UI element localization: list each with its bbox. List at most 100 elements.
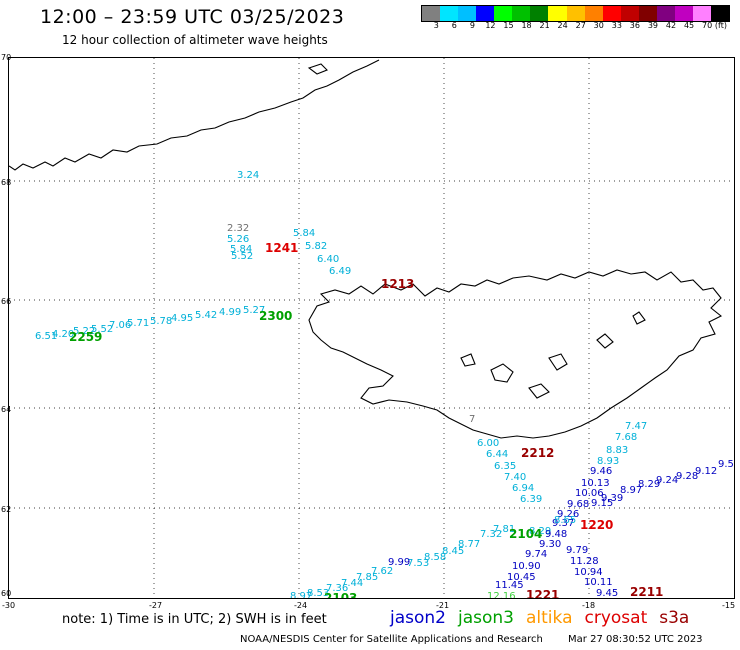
legend-label: (ft)	[714, 21, 727, 30]
swh-reading: 7.40	[504, 472, 526, 483]
swh-reading: 10.11	[584, 577, 613, 588]
swh-reading: 8.83	[606, 445, 628, 456]
iceland-lake	[596, 333, 614, 349]
time-marker: 2259	[69, 330, 102, 344]
footer-timestamp: Mar 27 08:30:52 UTC 2023	[568, 634, 703, 645]
legend-label: 36	[629, 21, 640, 30]
map-canvas: 3.242.325.265.845.525.845.826.406.496.51…	[9, 58, 734, 598]
swh-reading: 9.26	[557, 509, 579, 520]
swh-reading: 10.90	[512, 561, 541, 572]
swh-reading: 7	[469, 414, 475, 425]
swh-reading: 7.81	[493, 524, 515, 535]
swh-reading: 9.28	[676, 471, 698, 482]
swh-reading: 11.28	[570, 556, 599, 567]
legend-label: 12	[485, 21, 496, 30]
swh-reading: 5.84	[293, 228, 315, 239]
swh-reading: 8.29	[638, 479, 660, 490]
legend-label: 15	[503, 21, 514, 30]
time-marker: 2104	[509, 527, 542, 541]
swh-reading: 9.68	[567, 499, 589, 510]
swh-reading: 6.94	[512, 483, 534, 494]
page-subtitle: 12 hour collection of altimeter wave hei…	[62, 33, 328, 47]
iceland-lake	[460, 353, 476, 367]
legend-label: 27	[575, 21, 586, 30]
swh-reading: 2.32	[227, 223, 249, 234]
time-marker: 2212	[521, 446, 554, 460]
satellite-cryosat: cryosat	[584, 608, 648, 628]
swh-reading: 8.93	[597, 456, 619, 467]
swh-reading: 9.48	[545, 529, 567, 540]
legend-label: 18	[521, 21, 532, 30]
swh-reading: 9.46	[590, 466, 612, 477]
legend-swatch	[692, 6, 711, 21]
legend-swatch	[711, 6, 730, 21]
legend-label: 45	[683, 21, 695, 30]
swh-reading: 5.26	[227, 234, 249, 245]
legend-swatch	[548, 6, 567, 21]
latitude-label: 60	[1, 589, 12, 598]
swh-reading: 8.97	[620, 485, 642, 496]
greenland-coastline	[9, 59, 380, 171]
longitude-label: -24	[294, 601, 308, 610]
swh-reading: 9.15	[591, 498, 613, 509]
swh-reading: 8.29	[529, 526, 551, 537]
swh-reading: 5.22	[73, 326, 95, 337]
iceland-lake	[632, 311, 646, 325]
map-note: note: 1) Time is in UTC; 2) SWH is in fe…	[62, 612, 327, 627]
swh-reading: 9.79	[566, 545, 588, 556]
swh-reading: 9.45	[596, 588, 618, 598]
swh-reading: 5.52	[231, 251, 253, 262]
legend-swatch	[422, 6, 441, 21]
swh-reading: 7.53	[407, 558, 429, 569]
color-scale-labels: 3 6 9 12 15 18 21 24 27 30 33 36 39 42 45 70 (ft)	[421, 21, 736, 33]
swh-reading: 6.40	[317, 254, 339, 265]
page-title: 12:00 – 23:59 UTC 03/25/2023	[40, 6, 345, 28]
swh-reading: 7.68	[615, 432, 637, 443]
legend-label: 33	[611, 21, 622, 30]
legend-label: 39	[647, 21, 659, 30]
swh-reading: 7.47	[625, 421, 647, 432]
satellite-jason2: jason2	[390, 608, 446, 628]
swh-reading: 5.84	[230, 244, 252, 255]
swh-reading: 8.97	[290, 591, 312, 598]
color-scale-legend	[421, 5, 730, 22]
legend-label: 21	[539, 21, 550, 30]
swh-reading: 7.85	[356, 572, 378, 583]
swh-reading: 3.24	[237, 170, 259, 181]
wave-height-map: 3.24 2.32 5.26 5.84 5.52 5.84 5.82 6.40 6.49 6.51…	[8, 57, 735, 599]
swh-reading: 5.42	[195, 310, 217, 321]
longitude-label: -15	[722, 601, 736, 610]
footer-credit: NOAA/NESDIS Center for Satellite Applica…	[240, 634, 543, 645]
legend-label: 24	[557, 21, 568, 30]
swh-reading: 5.27	[243, 305, 265, 316]
legend-swatch	[458, 6, 477, 21]
legend-swatch	[656, 6, 675, 21]
swh-reading: 5.52	[91, 324, 113, 335]
time-marker: 2300	[259, 309, 292, 323]
legend-swatch	[494, 6, 513, 21]
swh-reading: 6.00	[477, 438, 499, 449]
swh-reading: 9.39	[601, 493, 623, 504]
satellite-s3a: s3a	[659, 608, 690, 628]
time-marker: 1220	[580, 518, 613, 532]
legend-swatch	[602, 6, 621, 21]
legend-label: 42	[665, 21, 677, 30]
swh-reading: 4.95	[171, 313, 193, 324]
swh-reading: 11.45	[495, 580, 524, 591]
swh-reading: 9.74	[525, 549, 547, 560]
satellite-altika: altika	[526, 608, 573, 628]
swh-reading: 8.58	[424, 552, 446, 563]
swh-reading: 10.45	[507, 572, 536, 583]
latitude-label: 66	[1, 297, 12, 306]
legend-swatch	[512, 6, 531, 21]
swh-reading: 5.71	[127, 318, 149, 329]
legend-swatch	[566, 6, 585, 21]
iceland-lake	[548, 353, 568, 371]
swh-reading: 12.16	[487, 591, 516, 598]
swh-reading: 6.39	[520, 494, 542, 505]
legend-swatch	[440, 6, 459, 21]
swh-readings: 3.242.325.265.845.525.845.826.406.496.51…	[35, 170, 734, 598]
legend-swatch	[638, 6, 657, 21]
time-marker: 2103	[324, 591, 357, 598]
satellite-jason3: jason3	[458, 608, 514, 628]
